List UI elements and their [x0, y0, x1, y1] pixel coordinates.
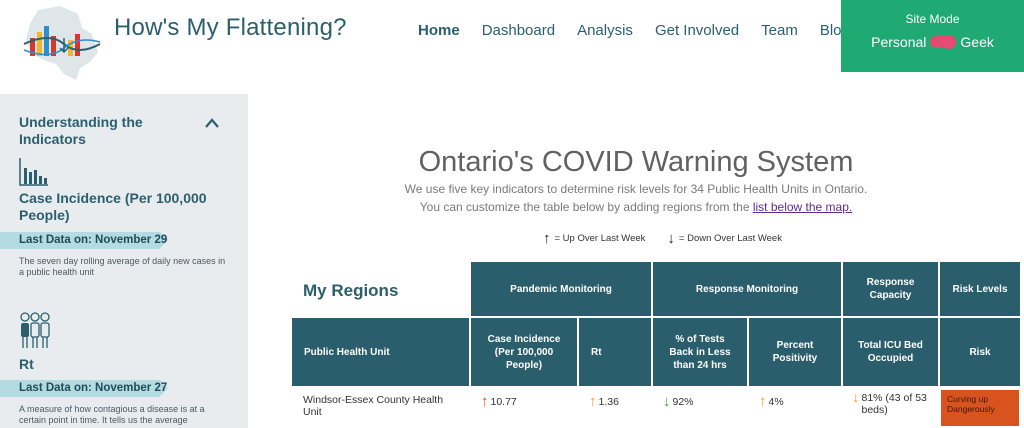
tests-value: 92% — [672, 396, 694, 408]
arrow-down-icon: ↓ — [852, 389, 860, 406]
rt-value: 1.36 — [598, 396, 619, 408]
site-mode-panel: Site Mode Personal Geek — [841, 0, 1024, 72]
arrow-up-icon: ↑ — [543, 230, 551, 247]
group-risk-levels: Risk Levels — [940, 262, 1020, 316]
intro-line-2-text: You can customize the table below by add… — [419, 200, 753, 214]
chevron-up-icon[interactable] — [204, 116, 220, 130]
risk-badge: Curving up Dangerously — [941, 390, 1019, 426]
trend-legend: ↑ = Up Over Last Week ↓ = Down Over Last… — [543, 230, 782, 247]
site-mode-personal[interactable]: Personal — [871, 34, 927, 50]
indicator-title: Rt — [19, 356, 34, 372]
main-nav: Home Dashboard Analysis Get Involved Tea… — [418, 22, 872, 39]
legend-up-text: = Up Over Last Week — [554, 233, 646, 244]
row-icu: ↓ 81% (43 of 53 beds) — [852, 389, 936, 416]
arrow-up-icon: ↑ — [589, 393, 597, 410]
col-tests-24hrs[interactable]: % of Tests Back in Less than 24 hrs — [653, 318, 747, 386]
arrow-down-icon: ↓ — [667, 230, 675, 247]
group-response-capacity: Response Capacity — [843, 262, 938, 316]
page-title: Ontario's COVID Warning System — [418, 146, 854, 178]
incidence-value: 10.77 — [490, 396, 517, 408]
indicators-sidebar: Understanding the Indicators Case Incide… — [0, 94, 248, 428]
last-data-text: Last Data on: November 29 — [19, 234, 168, 246]
col-icu-occupied[interactable]: Total ICU Bed Occupied — [843, 318, 938, 386]
row-incidence: ↑ 10.77 — [481, 393, 517, 410]
site-mode-toggle[interactable] — [930, 35, 957, 49]
site-mode-geek[interactable]: Geek — [960, 34, 994, 50]
row-rt: ↑ 1.36 — [589, 393, 619, 410]
brand-title[interactable]: How's My Flattening? — [114, 14, 347, 41]
nav-home[interactable]: Home — [418, 22, 460, 39]
nav-analysis[interactable]: Analysis — [577, 22, 633, 39]
last-data-text: Last Data on: November 27 — [19, 382, 168, 394]
last-data-banner: Last Data on: November 27 — [0, 380, 170, 397]
site-mode-title: Site Mode — [905, 12, 960, 26]
map-list-link[interactable]: list below the map. — [752, 200, 853, 214]
group-response-monitoring: Response Monitoring — [653, 262, 841, 316]
toggle-knob — [942, 35, 957, 49]
col-case-incidence[interactable]: Case Incidence (Per 100,000 People) — [471, 318, 577, 386]
indicator-title: Case Incidence (Per 100,000 People) — [19, 190, 207, 223]
indicator-description: The seven day rolling average of daily n… — [19, 256, 226, 277]
site-header: How's My Flattening? Home Dashboard Anal… — [0, 0, 1024, 92]
ontario-logo-icon[interactable] — [20, 4, 102, 82]
last-data-banner: Last Data on: November 29 — [0, 232, 170, 249]
nav-team[interactable]: Team — [761, 22, 798, 39]
arrow-up-icon: ↑ — [481, 393, 489, 410]
col-risk[interactable]: Risk — [940, 318, 1020, 386]
sidebar-heading: Understanding the Indicators — [19, 114, 143, 147]
col-percent-positivity[interactable]: Percent Positivity — [749, 318, 841, 386]
row-positivity: ↑ 4% — [759, 393, 784, 410]
col-rt[interactable]: Rt — [579, 318, 651, 386]
nav-get-involved[interactable]: Get Involved — [654, 22, 740, 39]
group-pandemic-monitoring: Pandemic Monitoring — [471, 262, 651, 316]
my-regions-heading: My Regions — [303, 281, 399, 300]
arrow-down-icon: ↓ — [663, 393, 671, 410]
legend-down-text: = Down Over Last Week — [678, 233, 782, 244]
intro-line-1: We use five key indicators to determine … — [404, 182, 868, 196]
col-public-health-unit[interactable]: Public Health Unit — [292, 318, 469, 386]
arrow-up-icon: ↑ — [759, 393, 767, 410]
row-phu-name[interactable]: Windsor-Essex County Health Unit — [303, 394, 444, 418]
positivity-value: 4% — [768, 396, 784, 408]
row-tests: ↓ 92% — [663, 393, 694, 410]
intro-line-2: You can customize the table below by add… — [248, 200, 1024, 214]
people-icon — [20, 312, 50, 348]
bar-chart-icon — [19, 158, 48, 186]
icu-value: 81% (43 of 53 beds) — [861, 392, 927, 416]
nav-dashboard[interactable]: Dashboard — [481, 22, 556, 39]
indicator-description: A measure of how contagious a disease is… — [19, 404, 205, 425]
